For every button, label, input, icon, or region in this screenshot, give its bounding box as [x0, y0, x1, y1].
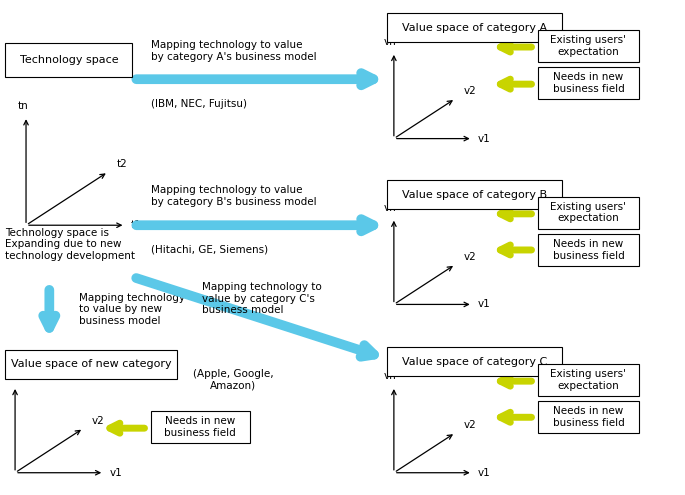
Text: Value space of new category: Value space of new category [11, 359, 171, 369]
Text: vn: vn [384, 371, 397, 381]
FancyBboxPatch shape [151, 411, 250, 443]
Text: v2: v2 [464, 420, 477, 430]
FancyBboxPatch shape [538, 364, 639, 396]
Text: v2: v2 [464, 86, 477, 96]
Text: vn: vn [384, 37, 397, 47]
Text: Technology space is
Expanding due to new
technology development: Technology space is Expanding due to new… [5, 228, 136, 261]
Text: (IBM, NEC, Fujitsu): (IBM, NEC, Fujitsu) [151, 99, 247, 109]
Text: v2: v2 [92, 416, 105, 426]
Text: v1: v1 [478, 299, 491, 309]
FancyBboxPatch shape [538, 67, 639, 99]
Text: v1: v1 [478, 468, 491, 478]
FancyBboxPatch shape [387, 13, 562, 42]
Text: Mapping technology to value
by category A's business model: Mapping technology to value by category … [151, 40, 316, 62]
Text: t1: t1 [131, 220, 142, 230]
Text: vn: vn [384, 203, 397, 213]
Text: Needs in new
business field: Needs in new business field [553, 240, 624, 261]
Text: v1: v1 [110, 468, 123, 478]
Text: v2: v2 [464, 252, 477, 262]
Text: t2: t2 [116, 159, 127, 169]
FancyBboxPatch shape [538, 234, 639, 266]
FancyBboxPatch shape [5, 43, 132, 77]
FancyBboxPatch shape [538, 30, 639, 62]
Text: (Hitachi, GE, Siemens): (Hitachi, GE, Siemens) [151, 244, 268, 254]
Text: Existing users'
expectation: Existing users' expectation [551, 369, 626, 391]
Text: Value space of category C: Value space of category C [401, 357, 547, 367]
Text: Needs in new
business field: Needs in new business field [553, 406, 624, 428]
Text: Mapping technology
to value by new
business model: Mapping technology to value by new busin… [79, 293, 185, 326]
FancyBboxPatch shape [387, 180, 562, 209]
FancyBboxPatch shape [538, 197, 639, 229]
Text: Needs in new
business field: Needs in new business field [164, 416, 236, 438]
FancyBboxPatch shape [387, 347, 562, 376]
Text: tn: tn [17, 101, 28, 111]
FancyBboxPatch shape [5, 350, 177, 379]
Text: Mapping technology to value
by category B's business model: Mapping technology to value by category … [151, 185, 316, 207]
Text: Technology space: Technology space [20, 55, 118, 65]
Text: Value space of category A: Value space of category A [402, 23, 547, 33]
Text: Mapping technology to
value by category C's
business model: Mapping technology to value by category … [202, 282, 322, 315]
Text: v1: v1 [478, 134, 491, 144]
Text: Existing users'
expectation: Existing users' expectation [551, 35, 626, 56]
Text: Value space of category B: Value space of category B [402, 190, 547, 199]
Text: (Apple, Google,
Amazon): (Apple, Google, Amazon) [192, 369, 273, 391]
Text: vn: vn [5, 371, 18, 381]
Text: Existing users'
expectation: Existing users' expectation [551, 202, 626, 223]
FancyBboxPatch shape [538, 401, 639, 433]
Text: Needs in new
business field: Needs in new business field [553, 72, 624, 94]
